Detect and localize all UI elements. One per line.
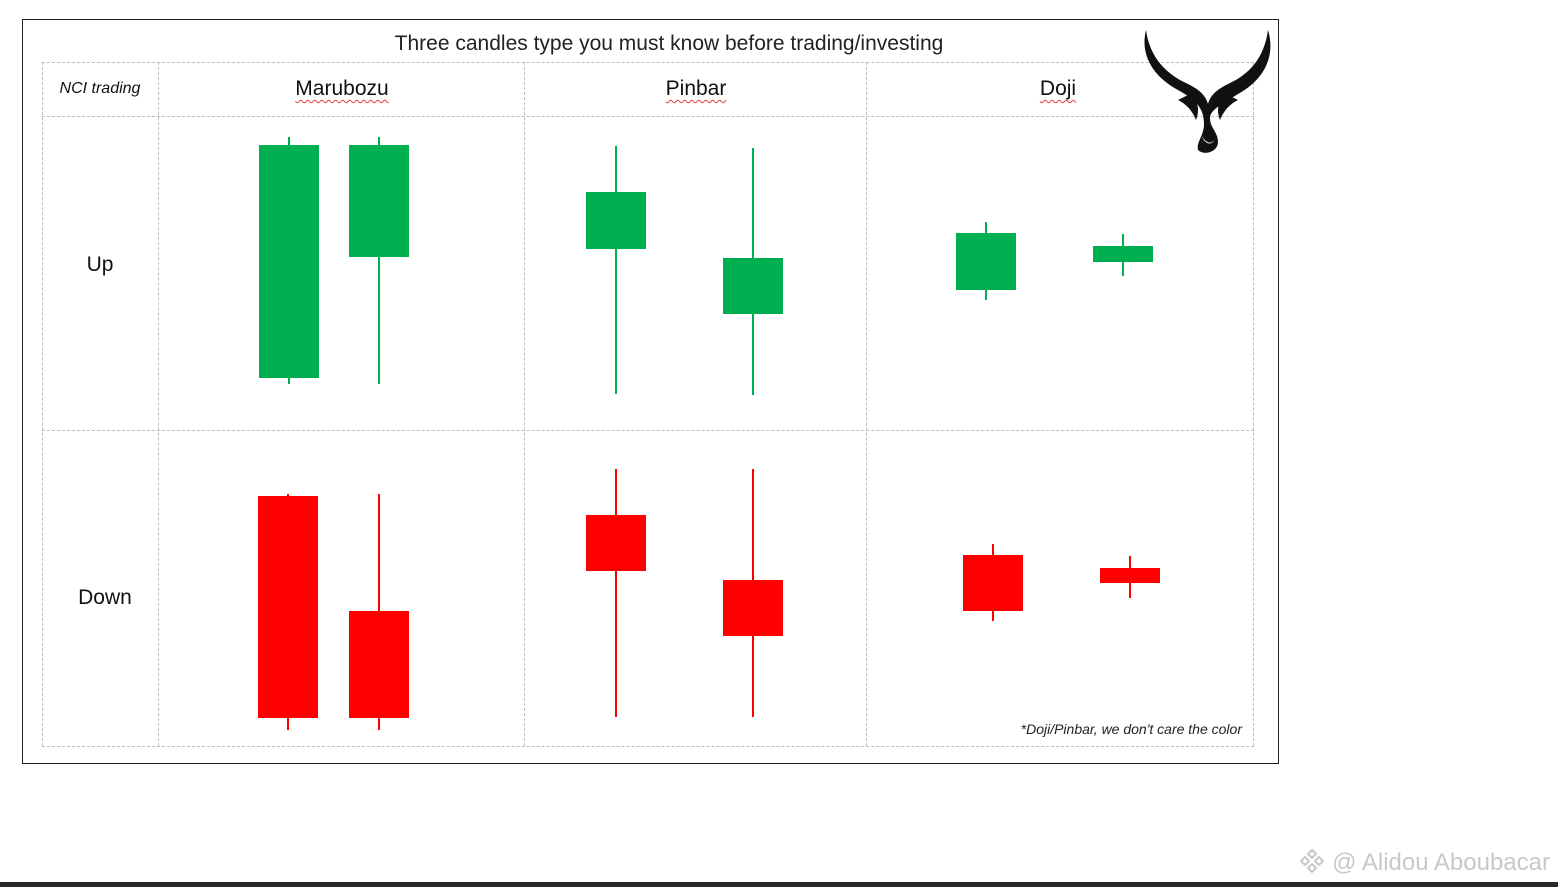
pinbar-up-candle-1-body [586,192,646,249]
marubozu-down-candle-1-body [258,496,318,718]
binance-logo-icon [1300,848,1325,874]
color-note: *Doji/Pinbar, we don't care the color [1020,721,1242,737]
doji-up-candle-1 [956,222,1016,300]
doji-down-candle-2-body [1100,568,1160,583]
bull-horns-icon [1144,30,1271,153]
marubozu-up-candle-2-body [349,145,409,257]
doji-up-candle-2-body [1093,246,1153,262]
column-header-pinbar: Pinbar [665,77,727,100]
brand-label: NCI trading [59,80,141,97]
grid-line [158,62,159,746]
doji-down-candle-1 [963,544,1023,621]
marubozu-up-candle-1 [259,137,319,384]
pinbar-down-candle-2-body [723,580,783,636]
bottom-bar [0,882,1558,887]
doji-down-candle-2 [1100,556,1160,598]
watermark-text: @ Alidou Aboubacar [1332,849,1550,876]
grid-line [42,430,1254,431]
pinbar-down-candle-1-body [586,515,646,571]
grid-line [1253,62,1254,746]
pinbar-up-candle-2 [723,148,783,395]
marubozu-down-candle-2-body [349,611,409,718]
column-header-doji: Doji [1039,77,1077,100]
doji-up-candle-1-body [956,233,1016,290]
pinbar-down-candle-2 [723,469,783,717]
pinbar-down-candle-1 [586,469,646,717]
row-header-down: Down [78,586,132,609]
column-header-marubozu: Marubozu [295,77,389,100]
grid-line [524,62,525,746]
doji-up-candle-2 [1093,234,1153,276]
grid-line [866,62,867,746]
grid-line [42,62,43,746]
grid-line [42,116,1254,117]
pinbar-up-candle-1 [586,146,646,394]
marubozu-up-candle-1-body [259,145,319,378]
diagram-title: Three candles type you must know before … [394,32,944,55]
marubozu-down-candle-2 [349,494,409,730]
marubozu-down-candle-1 [258,494,318,730]
pinbar-up-candle-2-body [723,258,783,314]
watermark: @ Alidou Aboubacar [1299,848,1550,877]
grid-line [42,62,1254,63]
row-header-up: Up [86,253,114,276]
diagram-frame [22,19,1279,764]
doji-down-candle-1-body [963,555,1023,611]
marubozu-up-candle-2 [349,137,409,384]
grid-line [42,746,1254,747]
